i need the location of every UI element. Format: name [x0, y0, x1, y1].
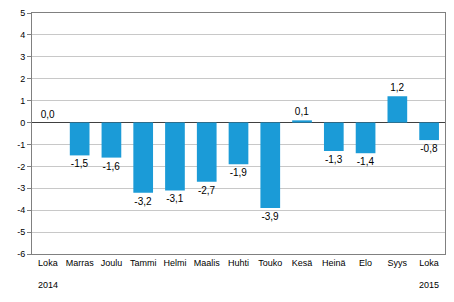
svg-text:Syys: Syys: [388, 258, 408, 268]
svg-text:3: 3: [20, 52, 25, 62]
svg-text:Joulu: Joulu: [101, 258, 123, 268]
svg-text:Loka: Loka: [419, 258, 439, 268]
svg-text:-0,8: -0,8: [420, 143, 438, 154]
svg-text:Elo: Elo: [359, 258, 372, 268]
svg-text:-1,9: -1,9: [230, 167, 248, 178]
svg-text:Heinä: Heinä: [322, 258, 346, 268]
svg-text:Kesä: Kesä: [292, 258, 313, 268]
svg-text:Marras: Marras: [66, 258, 95, 268]
svg-text:-2,7: -2,7: [198, 185, 216, 196]
svg-text:1,2: 1,2: [390, 82, 404, 93]
svg-text:-1,4: -1,4: [357, 156, 375, 167]
svg-text:1: 1: [20, 96, 25, 106]
svg-text:Helmi: Helmi: [163, 258, 186, 268]
svg-text:-3,9: -3,9: [261, 211, 279, 222]
svg-text:-3: -3: [17, 183, 25, 193]
svg-text:-1,3: -1,3: [325, 154, 343, 165]
svg-text:-1,6: -1,6: [103, 161, 121, 172]
svg-text:Maalis: Maalis: [194, 258, 221, 268]
svg-text:Loka: Loka: [38, 258, 58, 268]
svg-text:Tammi: Tammi: [130, 258, 157, 268]
svg-text:-6: -6: [17, 249, 25, 259]
svg-text:Touko: Touko: [258, 258, 282, 268]
svg-text:2: 2: [20, 74, 25, 84]
svg-text:2015: 2015: [419, 280, 439, 290]
svg-text:0,1: 0,1: [295, 106, 309, 117]
svg-text:-1,5: -1,5: [71, 158, 89, 169]
svg-text:2014: 2014: [38, 280, 58, 290]
svg-text:0: 0: [20, 118, 25, 128]
svg-text:-2: -2: [17, 162, 25, 172]
svg-text:-4: -4: [17, 205, 25, 215]
svg-text:Huhti: Huhti: [228, 258, 249, 268]
svg-text:-3,1: -3,1: [166, 193, 184, 204]
svg-text:-3,2: -3,2: [134, 196, 152, 207]
svg-text:5: 5: [20, 8, 25, 18]
svg-text:-5: -5: [17, 227, 25, 237]
svg-text:0,0: 0,0: [41, 109, 55, 120]
svg-text:4: 4: [20, 30, 25, 40]
svg-text:-1: -1: [17, 140, 25, 150]
